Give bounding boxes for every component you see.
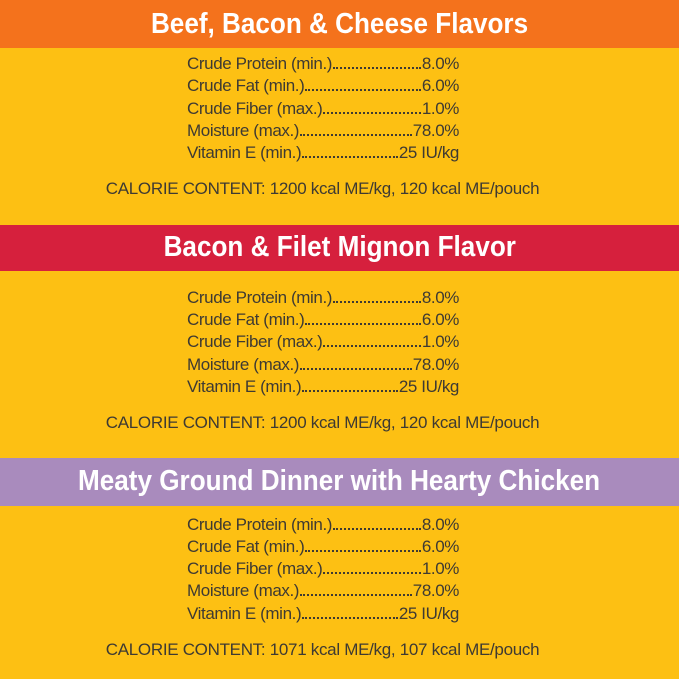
nutrition-table: Crude Protein (min.) 8.0% Crude Fat (min… [187, 514, 459, 625]
flavor-title: Bacon & Filet Mignon Flavor [163, 231, 516, 264]
nutrient-value: 25 IU/kg [398, 603, 460, 623]
nutrient-label: Crude Fiber (max.) [187, 332, 323, 352]
nutrient-value: 6.0% [421, 310, 460, 330]
nutrition-row: Moisture (max.) 78.0% [187, 120, 459, 142]
nutrition-row: Crude Fiber (max.) 1.0% [187, 98, 459, 120]
calorie-content-line: CALORIE CONTENT: 1200 kcal ME/kg, 120 kc… [105, 179, 540, 199]
nutrient-label: Vitamin E (min.) [187, 603, 302, 623]
flavor-header-band: Beef, Bacon & Cheese Flavors [0, 0, 679, 48]
nutrition-row: Vitamin E (min.) 25 IU/kg [187, 603, 459, 625]
calorie-content-line: CALORIE CONTENT: 1071 kcal ME/kg, 107 kc… [105, 640, 540, 660]
nutrient-label: Moisture (max.) [187, 354, 300, 374]
dot-leader [323, 111, 421, 114]
guaranteed-analysis-body: Crude Protein (min.) 8.0% Crude Fat (min… [0, 271, 679, 458]
dot-leader [302, 156, 398, 159]
nutrient-value: 1.0% [421, 332, 460, 352]
nutrient-label: Crude Fat (min.) [187, 536, 305, 556]
nutrition-row: Vitamin E (min.) 25 IU/kg [187, 376, 459, 398]
nutrient-value: 6.0% [421, 76, 460, 96]
flavor-title: Beef, Bacon & Cheese Flavors [150, 7, 529, 40]
nutrient-value: 8.0% [421, 287, 460, 307]
nutrient-label: Moisture (max.) [187, 120, 300, 140]
nutrition-table: Crude Protein (min.) 8.0% Crude Fat (min… [187, 53, 459, 164]
nutrition-row: Crude Fat (min.) 6.0% [187, 75, 459, 97]
nutrition-row: Crude Fiber (max.) 1.0% [187, 558, 459, 580]
nutrient-label: Crude Protein (min.) [187, 287, 333, 307]
dot-leader [323, 572, 421, 575]
nutrient-label: Vitamin E (min.) [187, 376, 302, 396]
nutrition-row: Vitamin E (min.) 25 IU/kg [187, 142, 459, 164]
dot-leader [333, 67, 421, 69]
dot-leader [300, 133, 412, 136]
dot-leader [305, 323, 421, 326]
nutrient-label: Crude Fat (min.) [187, 76, 305, 96]
nutrition-row: Crude Fiber (max.) 1.0% [187, 331, 459, 353]
dot-leader [333, 300, 421, 303]
nutrition-row: Crude Protein (min.) 8.0% [187, 514, 459, 536]
nutrient-label: Moisture (max.) [187, 581, 300, 601]
nutrient-label: Crude Fiber (max.) [187, 559, 323, 579]
nutrient-value: 78.0% [412, 354, 460, 374]
dot-leader [300, 594, 412, 597]
flavor-section-bacon-filet-mignon: Bacon & Filet Mignon Flavor Crude Protei… [0, 224, 679, 458]
nutrient-value: 8.0% [421, 54, 460, 73]
nutrient-value: 25 IU/kg [398, 376, 460, 396]
nutrient-value: 78.0% [412, 120, 460, 140]
dot-leader [302, 616, 398, 619]
dot-leader [323, 345, 421, 348]
nutrient-value: 1.0% [421, 98, 460, 118]
nutrition-row: Crude Protein (min.) 8.0% [187, 287, 459, 309]
guaranteed-analysis-body: Crude Protein (min.) 8.0% Crude Fat (min… [0, 48, 679, 225]
nutrient-value: 78.0% [412, 581, 460, 601]
nutrient-label: Crude Fiber (max.) [187, 98, 323, 118]
flavor-section-meaty-ground-dinner: Meaty Ground Dinner with Hearty Chicken … [0, 457, 679, 662]
nutrition-row: Crude Fat (min.) 6.0% [187, 309, 459, 331]
nutrient-value: 25 IU/kg [398, 143, 460, 163]
flavor-header-band: Bacon & Filet Mignon Flavor [0, 224, 679, 271]
calorie-content-line: CALORIE CONTENT: 1200 kcal ME/kg, 120 kc… [105, 413, 540, 433]
nutrition-row: Crude Fat (min.) 6.0% [187, 536, 459, 558]
nutrient-label: Vitamin E (min.) [187, 143, 302, 163]
nutrient-value: 1.0% [421, 559, 460, 579]
dot-leader [300, 367, 412, 370]
flavor-title: Meaty Ground Dinner with Hearty Chicken [78, 465, 601, 498]
dot-leader [305, 549, 421, 552]
guaranteed-analysis-body: Crude Protein (min.) 8.0% Crude Fat (min… [0, 506, 679, 662]
nutrient-label: Crude Protein (min.) [187, 514, 333, 534]
dot-leader [302, 389, 398, 392]
dot-leader [333, 527, 421, 530]
nutrient-value: 8.0% [421, 514, 460, 534]
nutrient-value: 6.0% [421, 536, 460, 556]
dot-leader [305, 89, 421, 92]
nutrition-row: Crude Protein (min.) 8.0% [187, 53, 459, 75]
flavor-section-beef-bacon-cheese: Beef, Bacon & Cheese Flavors Crude Prote… [0, 0, 679, 225]
flavor-header-band: Meaty Ground Dinner with Hearty Chicken [0, 457, 679, 506]
nutrient-label: Crude Fat (min.) [187, 310, 305, 330]
nutrition-row: Moisture (max.) 78.0% [187, 354, 459, 376]
nutrition-table: Crude Protein (min.) 8.0% Crude Fat (min… [187, 287, 459, 398]
nutrition-row: Moisture (max.) 78.0% [187, 580, 459, 602]
nutrient-label: Crude Protein (min.) [187, 54, 333, 73]
